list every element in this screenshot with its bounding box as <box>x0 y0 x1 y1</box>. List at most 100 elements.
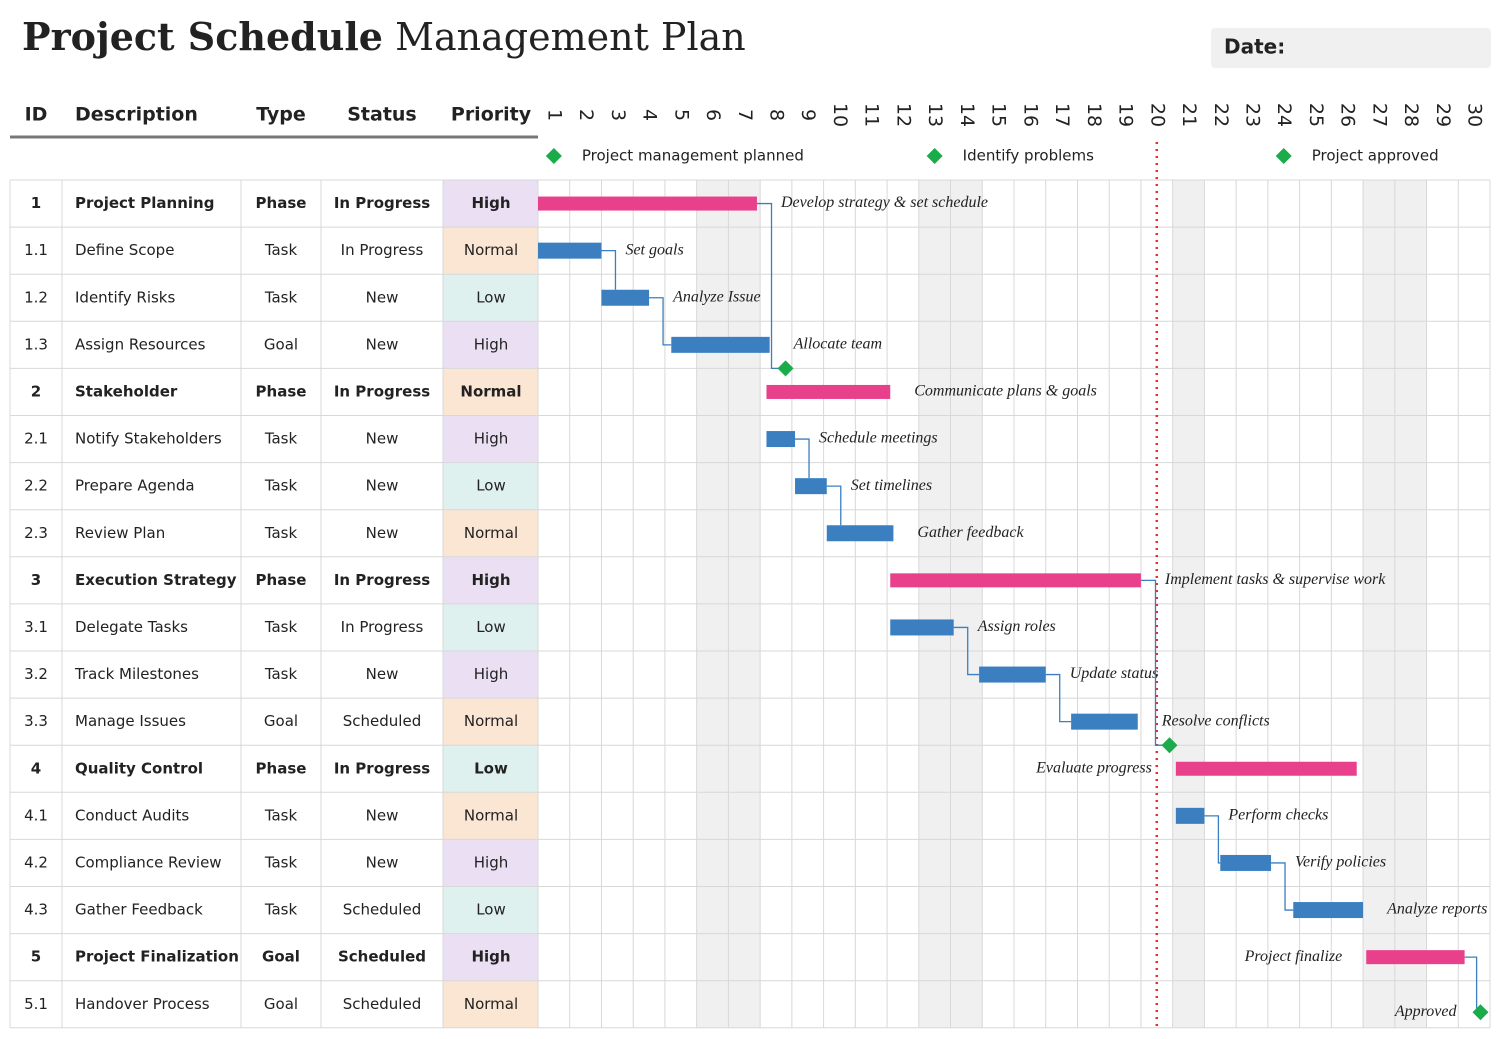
title-bold: Project Schedule <box>22 14 383 59</box>
x-tick-label: 4 <box>639 109 661 121</box>
cell: Task <box>264 806 298 824</box>
task-label: Evaluate progress <box>1035 759 1152 776</box>
column-header: Status <box>347 104 417 126</box>
cell: Task <box>264 524 298 542</box>
cell: New <box>366 335 399 353</box>
cell: Define Scope <box>75 241 174 259</box>
task-bar <box>890 619 954 636</box>
cell: New <box>366 806 399 824</box>
connector <box>649 297 672 346</box>
cell: 3.2 <box>24 665 48 683</box>
cell: Goal <box>264 712 298 730</box>
cell: Phase <box>256 194 307 212</box>
cell: In Progress <box>334 759 430 777</box>
cell: 4 <box>31 759 41 777</box>
x-tick-label: 14 <box>956 103 978 127</box>
x-tick-label: 10 <box>829 103 851 127</box>
cell: New <box>366 665 399 683</box>
cell: High <box>474 665 508 683</box>
legend-milestone <box>545 148 562 164</box>
connector <box>1464 956 1481 1013</box>
x-tick-label: 19 <box>1115 103 1137 127</box>
priority-fill <box>443 321 538 369</box>
cell: Notify Stakeholders <box>75 430 222 448</box>
task-label: Assign roles <box>977 618 1056 635</box>
cell: Assign Resources <box>75 335 206 353</box>
phase-bar <box>890 573 1141 588</box>
cell: Review Plan <box>75 524 165 542</box>
cell: 1.2 <box>24 288 48 306</box>
cell: Scheduled <box>343 712 421 730</box>
priority-fill <box>443 886 538 934</box>
x-tick-label: 16 <box>1019 103 1041 127</box>
cell: 3.1 <box>24 618 48 636</box>
title: Project Schedule Management Plan <box>22 14 746 59</box>
cell: 2.1 <box>24 430 48 448</box>
milestone <box>1161 737 1178 754</box>
cell: Normal <box>460 382 521 400</box>
column-header: Description <box>75 104 198 126</box>
task-bar <box>979 666 1046 683</box>
phase-bar <box>538 196 757 211</box>
cell: Project Planning <box>75 194 214 212</box>
cell: Normal <box>464 241 518 259</box>
task-label: Analyze Issue <box>672 288 761 305</box>
x-tick-label: 6 <box>702 109 724 121</box>
priority-fill <box>443 792 538 840</box>
cell: 4.1 <box>24 806 48 824</box>
cell: Goal <box>264 995 298 1013</box>
priority-fill <box>443 180 538 228</box>
cell: 4.3 <box>24 901 48 919</box>
x-tick-label: 13 <box>924 103 946 127</box>
cell: Gather Feedback <box>75 901 203 919</box>
cell: Low <box>474 759 508 777</box>
task-label: Set timelines <box>851 477 932 494</box>
cell: Track Milestones <box>74 665 199 683</box>
connector <box>1045 673 1072 723</box>
cell: Low <box>476 288 506 306</box>
cell: 1 <box>31 194 41 212</box>
x-tick-label: 21 <box>1178 103 1200 127</box>
cell: 3 <box>31 571 41 589</box>
task-bar <box>826 525 894 542</box>
task-label: Communicate plans & goals <box>914 383 1097 400</box>
legend-milestone <box>1275 148 1292 164</box>
cell: New <box>366 477 399 495</box>
cell: Delegate Tasks <box>75 618 188 636</box>
x-tick-label: 12 <box>892 103 914 127</box>
legend-label: Project management planned <box>582 147 804 165</box>
cell: Goal <box>262 948 300 966</box>
priority-fill <box>443 227 538 275</box>
x-tick-label: 15 <box>988 103 1010 127</box>
x-tick-label: 11 <box>861 103 883 127</box>
cell: Quality Control <box>75 759 203 777</box>
x-tick-label: 7 <box>734 109 756 121</box>
cell: Manage Issues <box>75 712 186 730</box>
connector <box>1271 862 1294 911</box>
cell: In Progress <box>334 194 430 212</box>
legend-label: Identify problems <box>963 147 1094 165</box>
task-label: Implement tasks & supervise work <box>1164 571 1386 588</box>
priority-fill <box>443 651 538 699</box>
connector <box>826 485 842 526</box>
priority-fill <box>443 556 538 604</box>
cell: In Progress <box>341 618 424 636</box>
cell: Task <box>264 430 298 448</box>
task-label: Allocate team <box>793 336 882 353</box>
cell: Task <box>264 853 298 871</box>
milestone <box>1472 1004 1489 1021</box>
x-tick-label: 9 <box>797 109 819 121</box>
task-label: Verify policies <box>1295 854 1386 871</box>
cell: 5 <box>31 948 41 966</box>
cell: New <box>366 524 399 542</box>
task-bar <box>1175 807 1205 824</box>
connector <box>953 626 980 676</box>
cell: In Progress <box>334 571 430 589</box>
cell: In Progress <box>341 241 424 259</box>
column-header: ID <box>25 104 48 126</box>
cell: 3.3 <box>24 712 48 730</box>
cell: Normal <box>464 995 518 1013</box>
cell: Task <box>264 477 298 495</box>
x-tick-label: 23 <box>1242 103 1264 127</box>
